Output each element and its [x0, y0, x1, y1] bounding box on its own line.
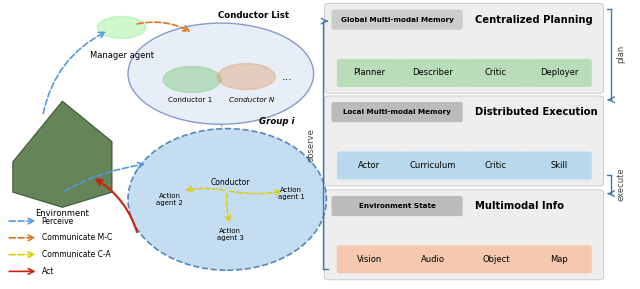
Text: Planner: Planner: [353, 68, 385, 77]
FancyBboxPatch shape: [332, 102, 463, 122]
FancyBboxPatch shape: [527, 151, 592, 179]
Text: ...: ...: [282, 72, 293, 81]
FancyBboxPatch shape: [400, 245, 465, 273]
Text: Conductor 1: Conductor 1: [168, 97, 212, 103]
Text: Environment: Environment: [35, 209, 90, 218]
Text: Local Multi-modal Memory: Local Multi-modal Memory: [343, 109, 451, 115]
Text: Critic: Critic: [485, 161, 507, 170]
FancyBboxPatch shape: [463, 245, 529, 273]
FancyBboxPatch shape: [527, 245, 592, 273]
Circle shape: [97, 16, 146, 38]
Text: Actor: Actor: [358, 161, 380, 170]
Text: Multimodal Info: Multimodal Info: [475, 201, 564, 211]
Text: Object: Object: [482, 255, 509, 264]
Text: observe: observe: [307, 128, 316, 162]
Text: Centralized Planning: Centralized Planning: [475, 15, 593, 25]
Circle shape: [218, 64, 275, 90]
FancyBboxPatch shape: [324, 190, 604, 280]
FancyBboxPatch shape: [463, 59, 529, 87]
FancyBboxPatch shape: [337, 151, 402, 179]
Text: Critic: Critic: [485, 68, 507, 77]
Text: Action
agent 1: Action agent 1: [278, 187, 305, 200]
Ellipse shape: [128, 23, 314, 124]
Text: Vision: Vision: [356, 255, 382, 264]
Text: Distributed Execution: Distributed Execution: [475, 107, 598, 117]
Text: Action
agent 2: Action agent 2: [156, 193, 183, 206]
Text: Communicate M-C: Communicate M-C: [42, 233, 112, 242]
Text: Conductor N: Conductor N: [229, 97, 274, 103]
Text: Curriculum: Curriculum: [410, 161, 456, 170]
Text: Conductor List: Conductor List: [218, 11, 289, 20]
Text: Action
agent 3: Action agent 3: [217, 228, 244, 240]
FancyBboxPatch shape: [400, 59, 465, 87]
Text: Group i: Group i: [259, 117, 294, 126]
Text: Communicate C-A: Communicate C-A: [42, 250, 110, 259]
Circle shape: [163, 66, 221, 92]
Text: Describer: Describer: [412, 68, 453, 77]
Polygon shape: [13, 101, 112, 208]
Text: execute: execute: [616, 167, 625, 201]
Text: Deployer: Deployer: [540, 68, 579, 77]
Text: Perceive: Perceive: [42, 216, 74, 226]
FancyBboxPatch shape: [324, 96, 604, 186]
Ellipse shape: [128, 129, 326, 270]
Text: Audio: Audio: [420, 255, 445, 264]
FancyBboxPatch shape: [332, 10, 463, 30]
FancyBboxPatch shape: [337, 59, 402, 87]
FancyBboxPatch shape: [337, 245, 402, 273]
FancyBboxPatch shape: [332, 196, 463, 216]
Text: plan: plan: [616, 45, 625, 63]
FancyBboxPatch shape: [324, 3, 604, 93]
FancyBboxPatch shape: [400, 151, 465, 179]
FancyBboxPatch shape: [527, 59, 592, 87]
Text: Act: Act: [42, 267, 54, 276]
Text: Map: Map: [550, 255, 568, 264]
Text: Conductor: Conductor: [211, 177, 250, 187]
Text: Skill: Skill: [550, 161, 568, 170]
FancyBboxPatch shape: [463, 151, 529, 179]
Text: Manager agent: Manager agent: [90, 51, 154, 60]
Text: Global Multi-modal Memory: Global Multi-modal Memory: [340, 17, 454, 23]
Text: Environment State: Environment State: [358, 203, 436, 209]
